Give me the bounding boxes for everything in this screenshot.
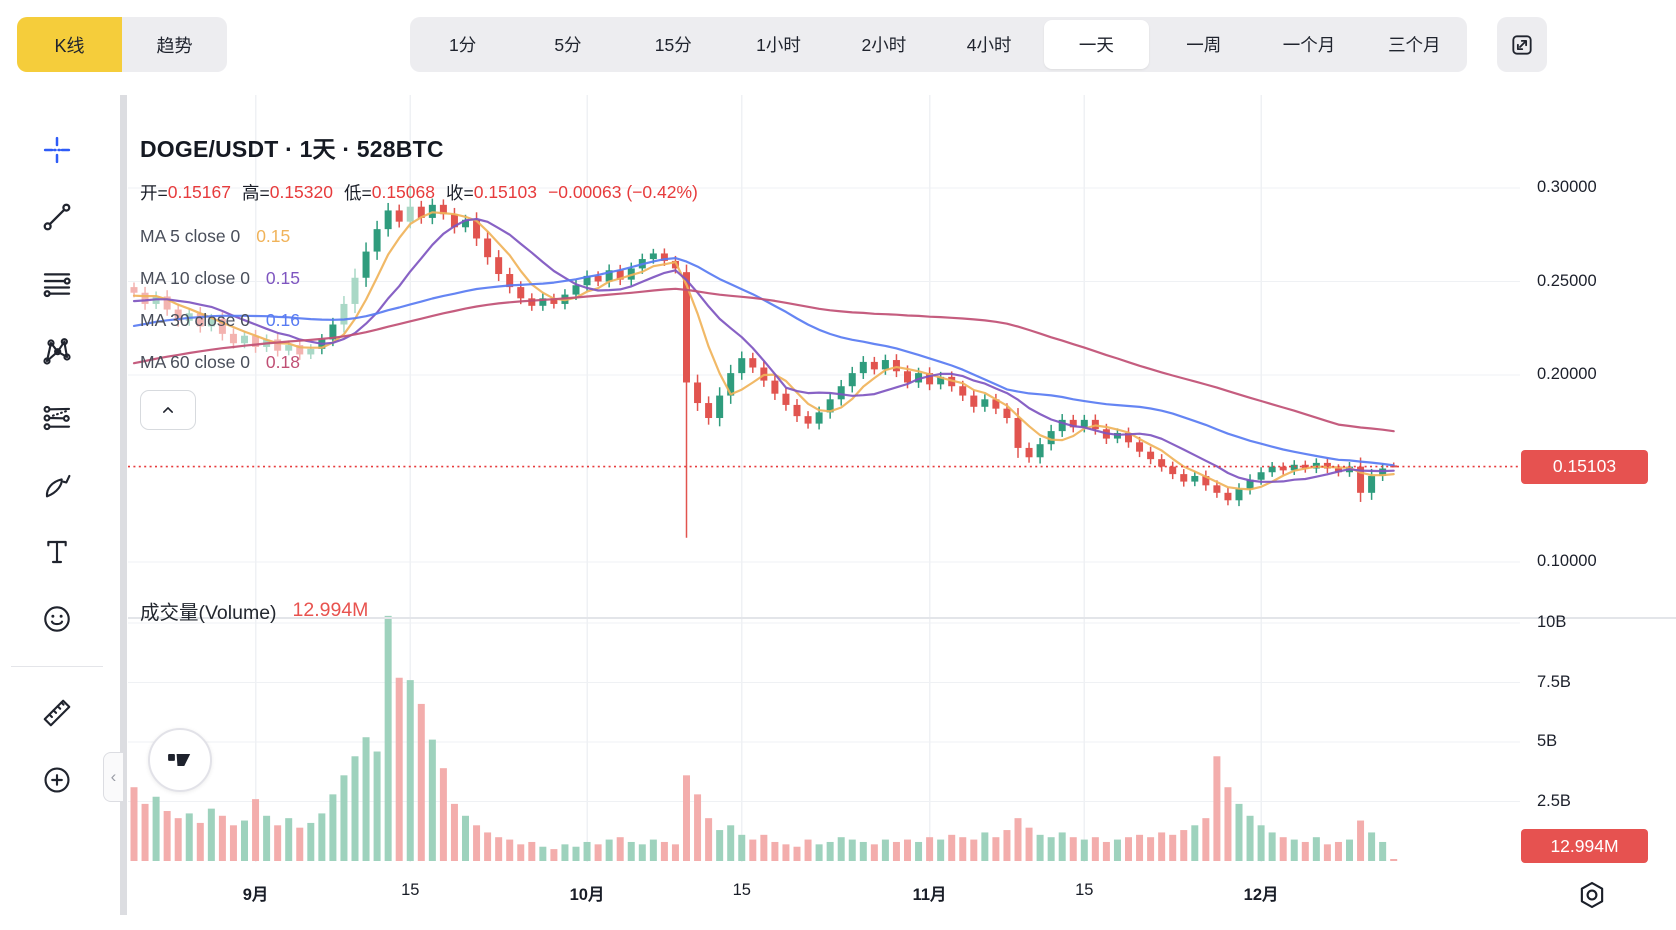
time-tick-label: 10月 xyxy=(569,886,605,904)
price-tick-label: 0.20000 xyxy=(1537,365,1597,383)
toolbar-collapse-tab[interactable]: ‹ xyxy=(103,752,123,802)
projection-lines-icon xyxy=(41,402,73,434)
interval-button-9[interactable]: 一个月 xyxy=(1282,35,1336,55)
chart-type-kline-button[interactable]: K线 xyxy=(17,17,122,72)
interval-button-5[interactable]: 2小时 xyxy=(861,35,907,55)
pane-separator xyxy=(128,617,1676,619)
crosshair-tool-button[interactable] xyxy=(35,128,79,172)
volume-tick-label: 10B xyxy=(1537,613,1567,631)
time-tick-label: 11月 xyxy=(912,886,947,904)
settings-gear-button[interactable] xyxy=(1576,879,1608,911)
trend-line-icon xyxy=(41,201,73,233)
brush-tool-button[interactable] xyxy=(35,463,79,507)
ruler-icon xyxy=(41,697,73,729)
price-chart-canvas[interactable] xyxy=(128,95,1520,862)
interval-button-6[interactable]: 4小时 xyxy=(966,35,1012,55)
zoom-in-tool-button[interactable] xyxy=(35,758,79,802)
horizontal-lines-tool-button[interactable] xyxy=(35,262,79,306)
legend-collapse-button[interactable] xyxy=(140,390,196,430)
drawing-toolbar xyxy=(0,128,113,825)
time-tick-label: 15 xyxy=(732,881,751,899)
toolbar-divider xyxy=(10,666,103,667)
interval-button-7[interactable]: 一天 xyxy=(1043,20,1150,69)
time-tick-label: 12月 xyxy=(1243,886,1279,904)
brush-icon xyxy=(41,469,73,501)
price-tick-label: 0.25000 xyxy=(1537,271,1597,290)
text-icon xyxy=(41,536,73,568)
volume-tick-label: 7.5B xyxy=(1537,672,1571,691)
fullscreen-button[interactable] xyxy=(1497,17,1547,72)
xabcd-pattern-icon xyxy=(41,335,73,367)
ruler-tool-button[interactable] xyxy=(35,691,79,735)
price-tick-label: 0.30000 xyxy=(1537,178,1597,196)
interval-button-8[interactable]: 一周 xyxy=(1186,35,1222,55)
tradingview-logo-watermark xyxy=(148,728,212,792)
interval-button-4[interactable]: 1小时 xyxy=(756,35,801,55)
interval-button-2[interactable]: 5分 xyxy=(554,35,582,55)
chart-type-trend-button[interactable]: 趋势 xyxy=(122,17,227,72)
emoji-tool-button[interactable] xyxy=(35,597,79,641)
volume-tick-label: 5B xyxy=(1537,732,1558,750)
expand-icon xyxy=(1509,32,1535,58)
projection-lines-tool-button[interactable] xyxy=(35,396,79,440)
interval-toolbar: 1分 5分 15分 1小时 2小时 4小时 一天 一周 一个月 三个月 xyxy=(410,17,1467,72)
xabcd-pattern-tool-button[interactable] xyxy=(35,329,79,373)
time-tick-label: 15 xyxy=(1075,881,1094,899)
interval-button-10[interactable]: 三个月 xyxy=(1388,35,1441,55)
text-tool-button[interactable] xyxy=(35,530,79,574)
toolbar-chart-divider xyxy=(120,95,127,915)
chart-type-toggle: K线 趋势 xyxy=(17,17,227,72)
crosshair-icon xyxy=(42,135,72,165)
time-tick-label: 9月 xyxy=(242,886,269,904)
zoom-in-icon xyxy=(41,764,73,796)
last-volume-badge: 12.994M xyxy=(1521,829,1648,863)
time-tick-label: 15 xyxy=(401,881,420,899)
horizontal-lines-icon xyxy=(41,268,73,300)
last-price-badge: 0.15103 xyxy=(1521,449,1648,484)
volume-tick-label: 2.5B xyxy=(1537,791,1571,810)
trend-line-tool-button[interactable] xyxy=(35,195,79,239)
chevron-up-icon xyxy=(158,400,178,420)
chevron-left-icon: ‹ xyxy=(110,767,117,786)
emoji-icon xyxy=(41,603,73,635)
interval-button-3[interactable]: 15分 xyxy=(654,35,692,55)
interval-button-1[interactable]: 1分 xyxy=(449,35,477,55)
price-tick-label: 0.10000 xyxy=(1537,552,1597,570)
